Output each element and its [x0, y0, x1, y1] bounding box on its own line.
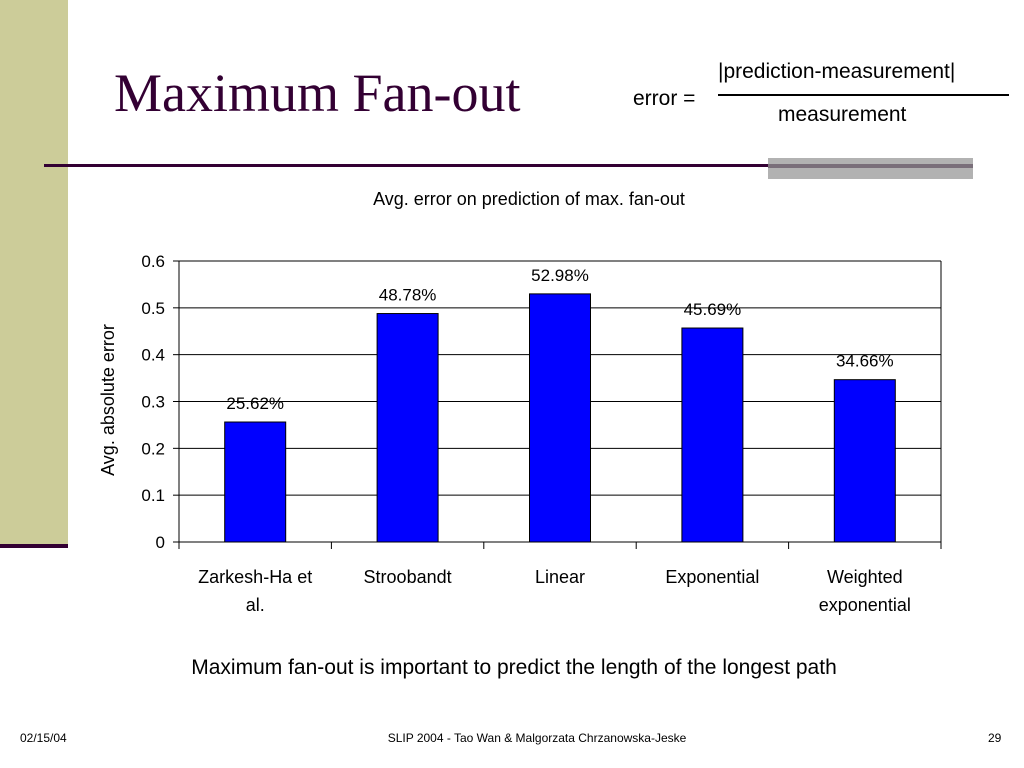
x-tick-label: al. [246, 595, 265, 615]
x-tick-label: Weighted [827, 567, 903, 587]
title-underline-accent-line [768, 164, 973, 168]
data-label: 52.98% [531, 266, 589, 285]
formula-fraction-bar [718, 94, 1009, 96]
formula-numerator: |prediction-measurement| [718, 60, 956, 83]
y-tick-label: 0 [156, 533, 165, 552]
y-tick-label: 0.2 [141, 439, 165, 458]
bar [376, 313, 439, 543]
side-decoration-band [0, 0, 68, 546]
footer-page-number: 29 [988, 731, 1002, 745]
footer-date: 02/15/04 [20, 731, 67, 745]
y-tick-label: 0.3 [141, 393, 165, 412]
y-tick-label: 0.6 [141, 252, 165, 271]
slide-title: Maximum Fan-out [114, 63, 521, 123]
formula-lhs: error = [633, 87, 696, 110]
footer-credit: SLIP 2004 - Tao Wan & Malgorzata Chrzano… [387, 731, 687, 745]
x-tick-label: exponential [819, 595, 911, 615]
y-axis-label: Avg. absolute error [98, 324, 118, 476]
title-underline [44, 164, 784, 167]
bar [529, 293, 591, 543]
x-tick-label: Exponential [665, 567, 759, 587]
data-label: 48.78% [379, 286, 437, 305]
x-tick-label: Zarkesh-Ha et [198, 567, 312, 587]
y-tick-label: 0.5 [141, 299, 165, 318]
data-label: 45.69% [684, 300, 742, 319]
bar [833, 379, 896, 543]
bar-chart: Avg. error on prediction of max. fan-out… [98, 189, 942, 615]
data-label: 25.62% [226, 394, 284, 413]
bar [224, 421, 287, 543]
x-tick-label: Stroobandt [364, 567, 452, 587]
slide-caption: Maximum fan-out is important to predict … [191, 656, 837, 679]
x-tick-label: Linear [535, 567, 585, 587]
y-tick-label: 0.4 [141, 346, 165, 365]
bar [681, 327, 744, 543]
y-tick-label: 0.1 [141, 486, 165, 505]
data-label: 34.66% [836, 352, 894, 371]
chart-title: Avg. error on prediction of max. fan-out [373, 189, 685, 209]
formula-denominator: measurement [778, 103, 907, 126]
title-underline-accent [768, 158, 973, 179]
side-decoration-rule [0, 544, 68, 548]
